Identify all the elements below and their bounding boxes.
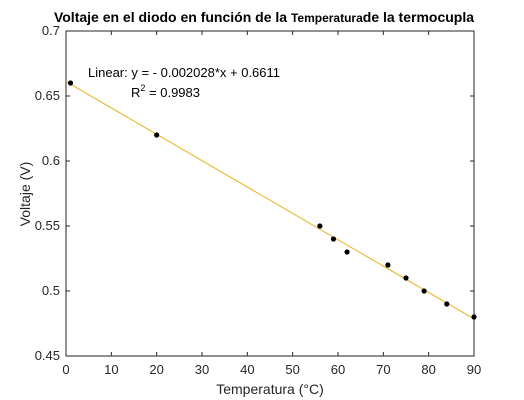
x-tick-label: 20 <box>149 362 163 377</box>
data-point <box>330 236 337 242</box>
plot-area: 0 10 20 30 40 50 60 70 80 90 0.45 0.5 0.55 0.6 0.65 0.7 <box>35 23 482 377</box>
y-tick-label: 0.6 <box>42 153 60 168</box>
fit-equation-label: Linear: y = - 0.002028*x + 0.6611 <box>88 65 280 80</box>
y-tick-label: 0.65 <box>35 88 60 103</box>
data-point <box>154 132 160 138</box>
x-tick-label: 90 <box>467 362 481 377</box>
data-point <box>403 275 409 281</box>
x-tick-label: 40 <box>240 362 254 377</box>
data-point <box>471 314 477 320</box>
data-point <box>344 249 350 255</box>
axes-box <box>65 30 475 357</box>
chart-title-part3: de la termocupla <box>363 9 474 25</box>
x-tick-label: 70 <box>376 362 390 377</box>
y-tick-label: 0.7 <box>42 23 60 38</box>
y-axis-label: Voltaje (V) <box>17 162 33 227</box>
x-tick-label: 10 <box>104 362 118 377</box>
x-tick-label: 0 <box>62 362 69 377</box>
y-tick-label: 0.55 <box>35 218 60 233</box>
chart-title: Voltaje en el diodo en función de la Tem… <box>54 9 474 25</box>
fit-r2-label: R2 = 0.9983 <box>131 83 200 100</box>
data-point <box>385 262 391 268</box>
x-tick-label: 50 <box>285 362 299 377</box>
y-tick-label: 0.45 <box>35 348 60 363</box>
chart-title-part2: Temperatura <box>291 11 363 25</box>
chart-title-part1: Voltaje en el diodo en función de la <box>54 9 291 25</box>
x-axis-label: Temperatura (°C) <box>216 381 324 397</box>
data-point <box>421 288 427 294</box>
r2-prefix: R <box>131 85 140 100</box>
x-tick-label: 60 <box>331 362 345 377</box>
r2-value: = 0.9983 <box>145 85 200 100</box>
fit-line <box>65 81 475 320</box>
r2-exponent: 2 <box>140 83 145 93</box>
x-tick-label: 80 <box>421 362 435 377</box>
data-point <box>67 80 74 86</box>
x-tick-label: 30 <box>195 362 209 377</box>
data-point <box>444 301 450 307</box>
y-tick-label: 0.5 <box>42 283 60 298</box>
data-point <box>317 223 323 229</box>
